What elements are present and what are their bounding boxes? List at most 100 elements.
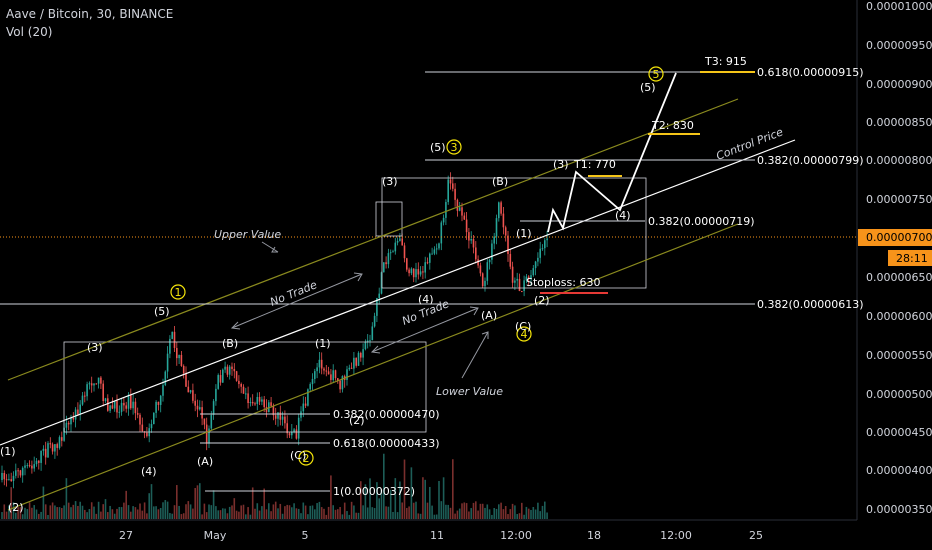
- range-box-lower: [63, 341, 427, 433]
- volume-bar: [235, 510, 238, 519]
- volume-bar: [518, 513, 521, 519]
- wave-label-2c: (2): [534, 294, 550, 307]
- candle-body: [208, 428, 210, 444]
- candle-body: [470, 238, 472, 241]
- volume-bar: [203, 503, 206, 519]
- volume-bar: [185, 504, 187, 519]
- candle-body: [159, 395, 162, 405]
- volume-bar: [389, 489, 392, 519]
- candle-body: [3, 473, 6, 480]
- candle-body: [70, 417, 72, 425]
- volume-bar: [429, 486, 431, 519]
- volume-bar: [481, 503, 484, 519]
- candle-body: [127, 394, 130, 409]
- candle-body: [502, 213, 505, 228]
- candle-body: [461, 207, 463, 216]
- candle-body: [394, 242, 397, 252]
- volume-bar: [72, 504, 75, 519]
- price-axis[interactable]: 0.00001000 0.00000950 0.00000900 0.00000850…: [866, 0, 932, 516]
- volume-bar: [31, 507, 33, 519]
- volume-bar: [8, 505, 10, 519]
- candle-body: [88, 383, 91, 385]
- volume-bar: [403, 459, 406, 519]
- candle-body: [302, 403, 305, 412]
- volume-bar: [24, 507, 26, 519]
- candle-body: [364, 341, 367, 350]
- current-price-value: 0.00000700: [866, 231, 932, 244]
- candle-body: [486, 262, 489, 281]
- candle-body: [130, 394, 132, 409]
- candle-body: [15, 470, 17, 476]
- volume-bar: [176, 485, 178, 519]
- volume-bar: [21, 514, 24, 519]
- wave-label-c1: (C): [290, 449, 306, 462]
- candle-body: [527, 276, 530, 279]
- wave-circle-2: [298, 450, 314, 466]
- candle-body: [247, 393, 249, 404]
- candle-body: [415, 269, 417, 278]
- symbol-title: Aave / Bitcoin, 30, BINANCE: [6, 7, 174, 21]
- candle-body: [286, 423, 288, 434]
- volume-bar: [178, 505, 180, 519]
- volume-bar: [541, 505, 544, 519]
- wave-label-4a: (4): [141, 465, 157, 478]
- time-tick-label: 5: [302, 529, 309, 542]
- volume-bar: [38, 513, 40, 519]
- wave-label-c2: (C): [515, 320, 531, 333]
- volume-bar: [125, 490, 127, 519]
- volume-bar: [537, 502, 539, 519]
- volume-bar: [153, 506, 155, 519]
- volume-bar: [40, 511, 42, 519]
- candle-body: [279, 412, 282, 420]
- current-price-badge: [858, 229, 932, 246]
- volume-bar: [330, 475, 332, 519]
- candle-body: [507, 235, 509, 255]
- volume-bar: [355, 512, 357, 519]
- candle-body: [28, 465, 31, 467]
- volume-bar: [463, 502, 466, 519]
- candle-body: [17, 470, 19, 472]
- volume-bar: [254, 508, 256, 519]
- volume-bar: [385, 506, 387, 519]
- volume-bar: [150, 484, 153, 519]
- volume-bar: [3, 504, 6, 519]
- volume-bar: [219, 510, 222, 519]
- candle-body: [171, 331, 173, 339]
- volume-bar: [357, 512, 360, 519]
- volume-bar: [394, 478, 397, 519]
- candle-body: [307, 389, 309, 406]
- candle-body: [433, 249, 436, 254]
- volume-bar: [5, 511, 8, 519]
- volume-bar: [180, 514, 183, 519]
- volume-bar: [488, 509, 491, 519]
- candle-body: [194, 400, 196, 406]
- candle-body: [100, 377, 102, 384]
- volume-bar: [327, 506, 330, 519]
- fib-label-719: 0.382(0.00000719): [648, 215, 755, 228]
- candle-body: [295, 429, 298, 439]
- candle-body: [173, 331, 176, 348]
- volume-bar: [215, 506, 217, 519]
- candle-body: [231, 366, 233, 369]
- candle-body: [65, 422, 68, 428]
- volume-bar: [194, 488, 196, 519]
- wave-circle-1-label: 1: [175, 286, 182, 299]
- candle-body: [373, 315, 376, 327]
- volume-bar: [534, 509, 537, 519]
- candle-body: [77, 409, 79, 415]
- candle-body: [366, 340, 369, 342]
- wave-circle-4: [516, 326, 532, 342]
- volume-bar: [544, 501, 546, 519]
- volume-bar: [353, 505, 355, 519]
- volume-bar: [102, 504, 104, 519]
- volume-bar: [251, 487, 254, 519]
- candle-body: [532, 268, 535, 276]
- volume-bar: [279, 503, 282, 519]
- wave-circle-1: [170, 284, 186, 300]
- time-tick-label: May: [204, 529, 227, 542]
- candle-body: [521, 291, 523, 293]
- volume-bar: [258, 510, 261, 519]
- time-axis[interactable]: 27 May 5 11 12:00 18 12:00 25: [119, 529, 763, 542]
- candle-body: [205, 424, 208, 444]
